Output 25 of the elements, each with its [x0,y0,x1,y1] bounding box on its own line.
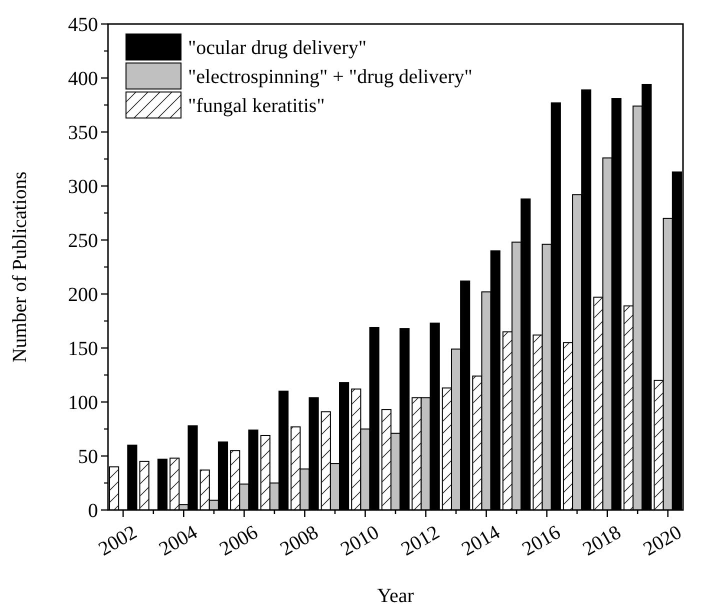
x-axis-title: Year [377,585,414,607]
legend-label: "electrospinning" + "drug delivery" [188,66,472,88]
y-tick-label: 100 [68,392,98,414]
x-tick-label: 2020 [640,521,686,560]
x-tick-label: 2016 [518,521,564,560]
y-tick-label: 350 [68,122,98,144]
x-tick-label: 2006 [216,521,262,560]
y-tick-label: 200 [68,284,98,306]
y-tick-label: 0 [88,500,98,522]
y-tick-label: 250 [68,230,98,252]
y-tick-label: 50 [78,446,98,468]
x-tick-label: 2002 [94,521,141,560]
y-axis-title: Number of Publications [9,171,31,363]
y-tick-label: 400 [68,68,98,90]
y-tick-label: 150 [68,338,98,360]
legend-label: "ocular drug delivery" [188,37,366,59]
x-tick-label: 2010 [337,521,383,560]
x-tick-label: 2012 [398,521,444,560]
x-tick-label: 2014 [458,521,504,560]
legend-label: "fungal keratitis" [188,95,325,117]
x-tick-label: 2018 [579,521,625,560]
x-tick-label: 2008 [276,521,322,560]
y-tick-label: 300 [68,176,98,198]
y-tick-label: 450 [68,14,98,36]
x-tick-label: 2004 [156,521,202,560]
